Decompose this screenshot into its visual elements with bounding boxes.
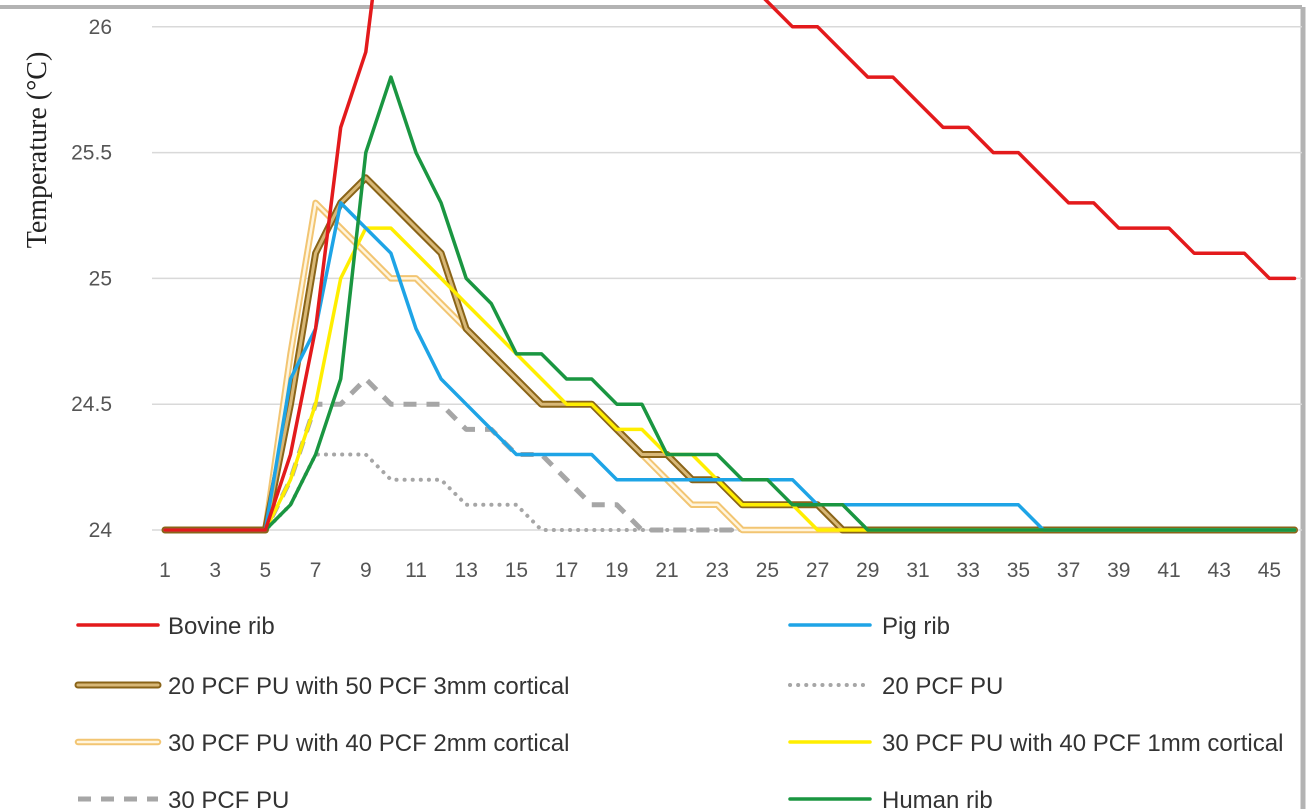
legend-label: 30 PCF PU with 40 PCF 1mm cortical — [882, 730, 1283, 757]
y-axis-title: Temperature (°C) — [22, 52, 53, 249]
x-tick-label: 21 — [655, 559, 678, 582]
legend-label: 20 PCF PU with 50 PCF 3mm cortical — [168, 673, 569, 700]
legend-label: Human rib — [882, 787, 993, 809]
y-axis-title-group: Temperature (°C) — [22, 52, 53, 249]
y-tick-label: 24 — [89, 519, 113, 542]
x-tick-label: 5 — [260, 559, 272, 582]
x-tick-label: 9 — [360, 559, 372, 582]
series-line — [165, 376, 1295, 533]
x-axis-ticks: 1 3 5 7 9 11 13 15 17 19 21 23 25 27 29 31 33 35 37 39 41 43 4… — [159, 559, 1281, 582]
legend: Bovine rib Pig rib 20 PCF PU with 50 PCF 3… — [74, 613, 1283, 809]
legend-label: 30 PCF PU — [168, 787, 289, 809]
x-tick-label: 25 — [756, 559, 779, 582]
x-tick-label: 15 — [505, 559, 528, 582]
x-tick-label: 45 — [1258, 559, 1281, 582]
y-tick-label: 24.5 — [71, 393, 112, 416]
y-tick-label: 26 — [89, 16, 112, 39]
x-tick-label: 19 — [605, 559, 628, 582]
legend-item: 30 PCF PU with 40 PCF 1mm cortical — [788, 730, 1283, 757]
y-tick-label: 25.5 — [71, 142, 112, 165]
series-pig-rib — [163, 201, 1297, 532]
legend-item: Pig rib — [788, 613, 950, 640]
x-tick-label: 33 — [957, 559, 980, 582]
series-line — [163, 75, 1297, 532]
legend-item: Human rib — [788, 787, 993, 809]
x-tick-label: 43 — [1208, 559, 1231, 582]
legend-item: 30 PCF PU — [78, 787, 289, 809]
legend-item: 20 PCF PU — [788, 673, 1003, 700]
legend-label: 30 PCF PU with 40 PCF 2mm cortical — [168, 730, 569, 757]
x-tick-label: 3 — [209, 559, 221, 582]
series-line — [163, 0, 1297, 532]
x-tick-label: 41 — [1157, 559, 1180, 582]
y-tick-label: 25 — [89, 267, 112, 290]
legend-label: Bovine rib — [168, 613, 275, 640]
x-tick-label: 1 — [159, 559, 171, 582]
series-human-rib — [163, 75, 1297, 532]
legend-item: 20 PCF PU with 50 PCF 3mm cortical — [74, 673, 569, 700]
x-tick-label: 23 — [706, 559, 729, 582]
legend-label: Pig rib — [882, 613, 950, 640]
series-line — [163, 201, 1297, 532]
x-tick-label: 13 — [455, 559, 478, 582]
series-30-pcf-pu-with-40-pcf-1mm-cortical — [163, 226, 1297, 532]
legend-label: 20 PCF PU — [882, 673, 1003, 700]
x-tick-label: 17 — [555, 559, 578, 582]
legend-item: Bovine rib — [76, 613, 275, 640]
x-tick-label: 37 — [1057, 559, 1080, 582]
x-tick-label: 11 — [405, 559, 427, 582]
series-line — [163, 226, 1297, 532]
series-30-pcf-pu — [165, 376, 1295, 533]
figure-frame — [0, 5, 1306, 809]
data-series — [161, 0, 1298, 534]
x-tick-label: 29 — [856, 559, 879, 582]
x-tick-label: 35 — [1007, 559, 1030, 582]
x-tick-label: 39 — [1107, 559, 1130, 582]
series-bovine-rib — [163, 0, 1297, 532]
legend-item: 30 PCF PU with 40 PCF 2mm cortical — [74, 730, 569, 757]
x-tick-label: 7 — [310, 559, 322, 582]
x-tick-label: 27 — [806, 559, 829, 582]
x-tick-label: 31 — [906, 559, 929, 582]
